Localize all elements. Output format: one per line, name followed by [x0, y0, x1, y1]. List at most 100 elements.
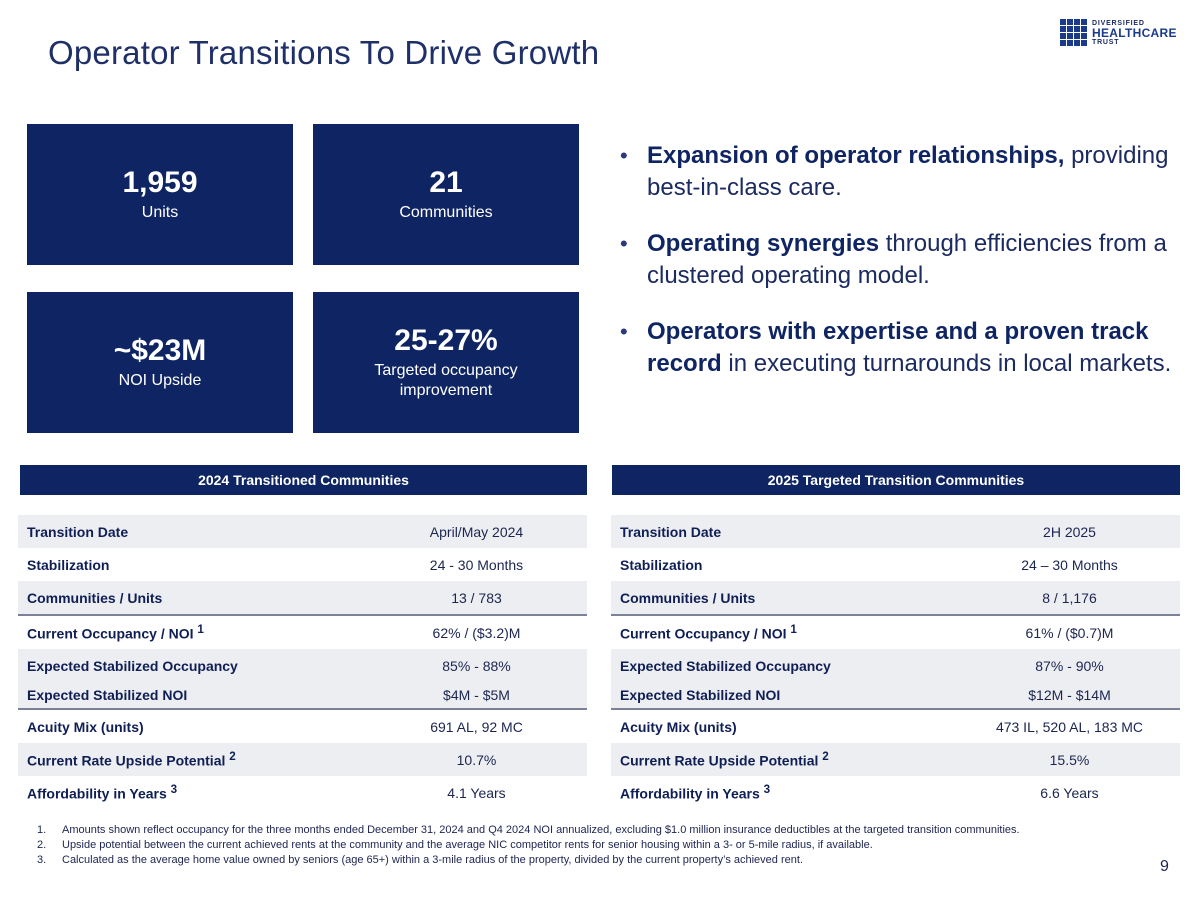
table-2024-transitioned: Transition Date April/May 2024 Stabilizat…	[18, 515, 587, 809]
logo-mark-icon	[1060, 19, 1087, 46]
company-logo: DIVERSIFIED HEALTHCARE TRUST	[1060, 19, 1177, 46]
row-key: Affordability in Years 3	[18, 776, 366, 809]
table-row: Acuity Mix (units) 473 IL, 520 AL, 183 MC	[611, 709, 1180, 743]
footnote-number: 1.	[37, 824, 47, 836]
table-row: Stabilization 24 - 30 Months	[18, 548, 587, 581]
row-value: 8 / 1,176	[959, 581, 1180, 616]
stat-label: Communities	[399, 203, 493, 221]
row-value: $12M - $14M	[959, 682, 1180, 710]
stat-label-line-2: improvement	[399, 381, 493, 399]
bullet-bold: Operators with expertise and a proven tr…	[647, 318, 1149, 377]
stat-noi-upside: ~$23M NOI Upside	[27, 292, 293, 433]
page-title: Operator Transitions To Drive Growth	[48, 34, 600, 71]
row-key-text: Current Rate Upside Potential	[620, 752, 819, 769]
row-key-text: Affordability in Years	[620, 785, 760, 802]
footnote: 1. Amounts shown reflect occupancy for th…	[37, 823, 1117, 838]
row-value: 13 / 783	[366, 581, 587, 616]
table-row: Communities / Units 13 / 783	[18, 581, 587, 616]
table-2025-targeted: Transition Date 2H 2025 Stabilization 24 –…	[611, 515, 1180, 809]
row-key: Current Rate Upside Potential 2	[18, 743, 366, 776]
row-key: Expected Stabilized NOI	[611, 682, 959, 710]
row-key: Acuity Mix (units)	[27, 718, 144, 735]
list-item: Operators with expertise and a proven tr…	[620, 316, 1180, 380]
table-row: Current Rate Upside Potential 2 15.5%	[611, 743, 1180, 776]
list-item: Expansion of operator relationships, pro…	[620, 140, 1180, 204]
row-key: Expected Stabilized Occupancy	[18, 649, 366, 682]
footnote-ref: 1	[197, 623, 204, 637]
row-key: Transition Date	[18, 515, 366, 548]
row-value: 6.6 Years	[1040, 784, 1099, 801]
stat-communities: 21 Communities	[313, 124, 579, 265]
row-value: 473 IL, 520 AL, 183 MC	[995, 718, 1144, 735]
row-value: 62% / ($3.2)M	[432, 624, 521, 641]
table-row: Affordability in Years 3 4.1 Years	[18, 776, 587, 809]
stat-value: 25-27%	[394, 324, 498, 358]
stat-value: ~$23M	[113, 334, 207, 368]
row-key-text: Current Occupancy / NOI	[27, 625, 194, 642]
footnote-text: Upside potential between the current ach…	[62, 839, 873, 851]
stat-units: 1,959 Units	[27, 124, 293, 265]
footnote-ref: 2	[822, 750, 829, 764]
stat-label: Targeted occupancy improvement	[374, 361, 517, 401]
stat-value: 21	[429, 166, 463, 200]
row-key: Current Occupancy / NOI 1	[18, 615, 366, 649]
logo-line-1: DIVERSIFIED	[1092, 19, 1145, 27]
logo-line-3: TRUST	[1092, 38, 1120, 46]
row-key: Stabilization	[620, 556, 703, 573]
row-key: Current Occupancy / NOI 1	[611, 615, 959, 649]
table-row: Expected Stabilized NOI $12M - $14M	[611, 682, 1180, 710]
table-row: Communities / Units 8 / 1,176	[611, 581, 1180, 616]
row-value: April/May 2024	[366, 515, 587, 548]
row-key: Transition Date	[611, 515, 959, 548]
table-row: Expected Stabilized Occupancy 87% - 90%	[611, 649, 1180, 682]
row-value: 15.5%	[959, 743, 1180, 776]
row-key: Current Rate Upside Potential 2	[611, 743, 959, 776]
row-value: 85% - 88%	[366, 649, 587, 682]
table-row: Expected Stabilized Occupancy 85% - 88%	[18, 649, 587, 682]
footnote-ref: 2	[229, 750, 236, 764]
table-heading-2025: 2025 Targeted Transition Communities	[612, 465, 1180, 495]
stat-occupancy-improvement: 25-27% Targeted occupancy improvement	[313, 292, 579, 433]
footnote-ref: 3	[763, 783, 771, 797]
stat-label: NOI Upside	[118, 371, 202, 389]
footnote: 3. Calculated as the average home value o…	[37, 853, 1117, 868]
row-value: 10.7%	[366, 743, 587, 776]
row-value: 2H 2025	[959, 515, 1180, 548]
bullet-bold: Expansion of operator relationships,	[647, 142, 1065, 169]
table-heading-2024: 2024 Transitioned Communities	[20, 465, 587, 495]
row-key: Stabilization	[27, 556, 110, 573]
row-key: Expected Stabilized Occupancy	[611, 649, 959, 682]
bullet-text: providing best-in-class care.	[647, 142, 1169, 201]
table-row: Transition Date April/May 2024	[18, 515, 587, 548]
stat-value: 1,959	[122, 166, 198, 200]
highlights-list: Expansion of operator relationships, pro…	[620, 140, 1180, 404]
footnote-text: Calculated as the average home value own…	[62, 854, 803, 866]
table-row: Expected Stabilized NOI $4M - $5M	[18, 682, 587, 710]
table-row: Stabilization 24 – 30 Months	[611, 548, 1180, 581]
table-row: Transition Date 2H 2025	[611, 515, 1180, 548]
page-number: 9	[1160, 858, 1169, 875]
list-item: Operating synergies through efficiencies…	[620, 228, 1180, 292]
row-key: Communities / Units	[18, 581, 366, 616]
row-key: Communities / Units	[611, 581, 959, 616]
stat-label-line-1: Targeted occupancy	[374, 361, 518, 379]
row-key: Affordability in Years 3	[611, 776, 959, 809]
bullet-text: in executing turnarounds in local market…	[721, 350, 1172, 377]
table-row: Acuity Mix (units) 691 AL, 92 MC	[18, 709, 587, 743]
row-value: 61% / ($0.7)M	[1025, 624, 1114, 641]
footnotes: 1. Amounts shown reflect occupancy for th…	[37, 823, 1117, 868]
stat-label: Units	[141, 203, 179, 221]
row-key-text: Affordability in Years	[27, 785, 167, 802]
bullet-bold: Operating synergies	[647, 230, 880, 257]
row-key-text: Current Occupancy / NOI	[620, 625, 787, 642]
footnote-ref: 3	[170, 783, 178, 797]
logo-line-2: HEALTHCARE	[1092, 25, 1177, 40]
footnote-text: Amounts shown reflect occupancy for the …	[62, 824, 1020, 836]
table-row: Current Occupancy / NOI 1 62% / ($3.2)M	[18, 615, 587, 649]
table-row: Affordability in Years 3 6.6 Years	[611, 776, 1180, 809]
row-key-text: Current Rate Upside Potential	[27, 752, 226, 769]
row-value: 691 AL, 92 MC	[430, 718, 523, 735]
table-row: Current Occupancy / NOI 1 61% / ($0.7)M	[611, 615, 1180, 649]
row-value: 24 – 30 Months	[1021, 556, 1118, 573]
footnote: 2. Upside potential between the current a…	[37, 838, 1117, 853]
